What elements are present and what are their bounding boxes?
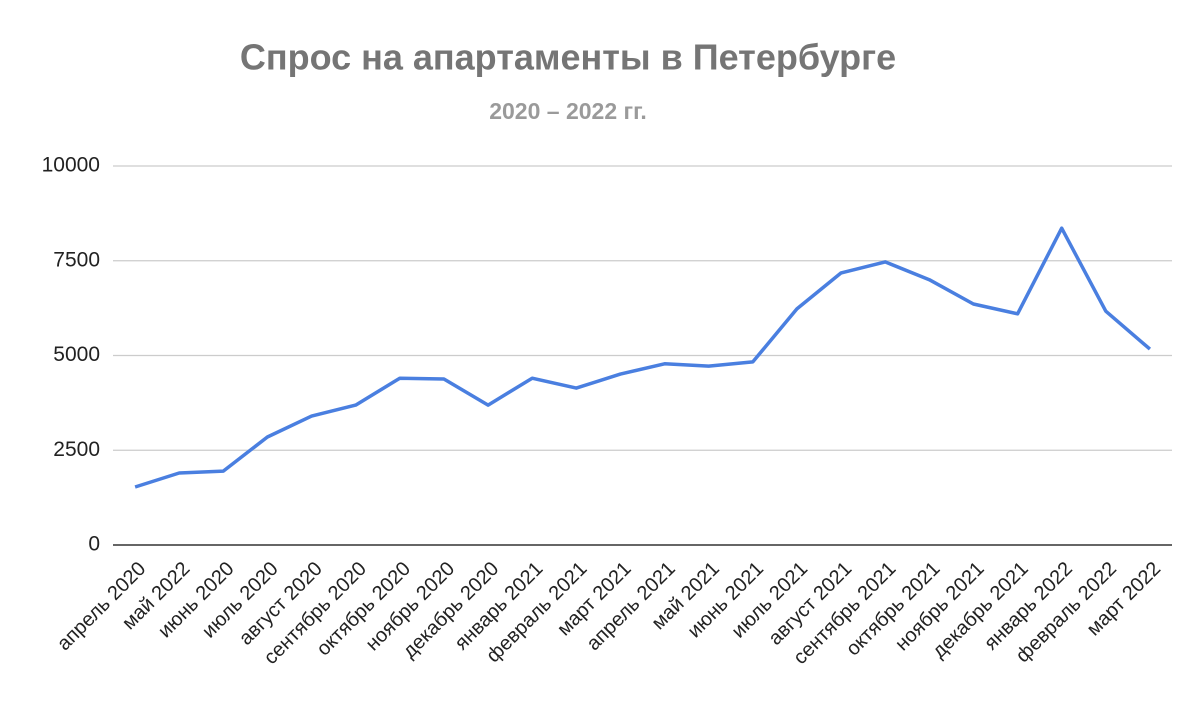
y-tick-label: 0 — [88, 533, 100, 556]
y-tick-label: 5000 — [53, 343, 100, 366]
y-tick-label: 10000 — [42, 154, 100, 177]
chart-title: Спрос на апартаменты в Петербурге — [240, 37, 896, 78]
chart-subtitle: 2020 – 2022 гг. — [489, 98, 647, 124]
y-tick-label: 7500 — [53, 248, 100, 271]
y-tick-label: 2500 — [53, 438, 100, 461]
data-line — [134, 226, 1152, 489]
